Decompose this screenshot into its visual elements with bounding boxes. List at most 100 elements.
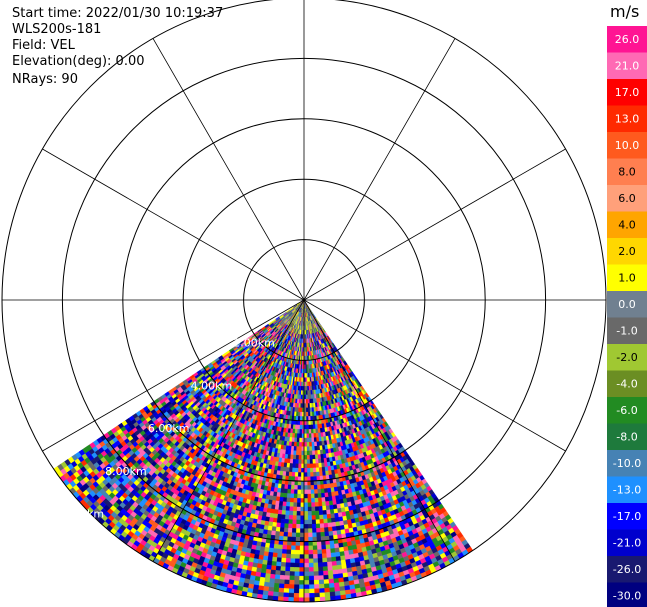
velocity-gate — [306, 480, 311, 486]
velocity-gate — [299, 515, 305, 521]
velocity-gate — [311, 519, 316, 525]
velocity-gate — [315, 514, 320, 520]
velocity-gate — [273, 587, 280, 593]
velocity-gate — [308, 545, 313, 551]
velocity-gate — [307, 532, 313, 538]
velocity-gate — [307, 485, 311, 491]
velocity-gate — [296, 437, 300, 443]
velocity-gate — [296, 515, 301, 521]
velocity-gate — [294, 558, 300, 564]
velocity-gate — [298, 450, 302, 456]
velocity-gate — [315, 463, 319, 469]
velocity-gate — [294, 575, 300, 581]
velocity-gate — [299, 554, 305, 560]
velocity-gate — [308, 446, 313, 452]
velocity-gate — [288, 510, 294, 516]
velocity-gate — [319, 484, 325, 490]
velocity-gate — [295, 545, 300, 551]
velocity-gate — [299, 519, 305, 525]
velocity-gate — [271, 560, 277, 567]
velocity-gate — [303, 498, 308, 503]
velocity-gate — [285, 501, 291, 507]
velocity-gate — [322, 561, 328, 568]
velocity-gate — [289, 566, 295, 572]
velocity-gate — [308, 584, 315, 590]
velocity-gate — [311, 454, 316, 460]
velocity-gate — [318, 583, 325, 589]
velocity-gate — [306, 476, 311, 482]
velocity-gate — [308, 420, 311, 426]
velocity-gate — [303, 528, 309, 534]
velocity-gate — [319, 592, 325, 598]
velocity-gate — [298, 584, 305, 590]
velocity-gate — [291, 528, 297, 534]
velocity-gate — [328, 587, 335, 593]
velocity-gate — [300, 459, 305, 465]
velocity-gate — [291, 476, 295, 482]
velocity-gate — [283, 523, 289, 529]
velocity-gate — [336, 529, 342, 536]
velocity-gate — [291, 471, 296, 477]
velocity-gate — [289, 493, 295, 499]
velocity-gate — [292, 459, 296, 464]
velocity-gate — [331, 526, 337, 532]
velocity-gate — [303, 524, 309, 529]
velocity-gate — [303, 562, 309, 568]
velocity-gate — [303, 541, 309, 547]
velocity-gate — [287, 523, 293, 529]
velocity-gate — [327, 522, 333, 528]
velocity-gate — [313, 579, 320, 585]
velocity-gate — [292, 519, 297, 525]
velocity-gate — [295, 446, 300, 452]
velocity-gate — [303, 511, 308, 516]
velocity-gate — [307, 502, 312, 508]
velocity-gate — [299, 524, 305, 529]
velocity-gate — [272, 552, 278, 558]
velocity-gate — [290, 553, 296, 559]
velocity-gate — [293, 580, 300, 585]
velocity-gate — [273, 543, 279, 550]
velocity-gate — [333, 582, 340, 588]
velocity-gate — [299, 541, 305, 547]
velocity-gate — [284, 575, 290, 581]
velocity-gate — [315, 467, 320, 473]
velocity-gate — [333, 586, 340, 592]
velocity-gate — [294, 472, 299, 477]
velocity-gate — [315, 532, 321, 538]
velocity-gate — [279, 527, 285, 533]
velocity-gate — [317, 566, 324, 572]
velocity-gate — [303, 493, 308, 499]
velocity-gate — [278, 587, 285, 593]
velocity-gate — [321, 497, 326, 503]
velocity-gate — [331, 521, 337, 528]
velocity-gate — [296, 441, 300, 447]
velocity-gate — [298, 588, 305, 594]
velocity-gate — [290, 489, 295, 495]
velocity-gate — [296, 506, 301, 512]
velocity-gate — [313, 493, 319, 499]
velocity-gate — [280, 561, 286, 568]
velocity-gate — [311, 528, 317, 534]
velocity-gate — [308, 558, 314, 564]
velocity-gate — [286, 549, 292, 555]
velocity-gate — [292, 515, 297, 521]
velocity-gate — [321, 553, 327, 559]
velocity-gate — [264, 573, 271, 579]
velocity-gate — [317, 558, 323, 564]
velocity-gate — [332, 569, 338, 575]
velocity-gate — [330, 552, 336, 558]
velocity-gate — [311, 441, 315, 447]
velocity-gate — [303, 571, 310, 577]
velocity-gate — [317, 501, 323, 507]
velocity-gate — [308, 429, 312, 434]
velocity-gate — [283, 527, 289, 533]
velocity-gate — [269, 573, 276, 580]
velocity-gate — [318, 514, 324, 520]
velocity-gate — [321, 549, 327, 555]
velocity-gate — [306, 446, 310, 452]
velocity-gate — [284, 570, 290, 576]
velocity-gate — [280, 518, 286, 524]
velocity-gate — [303, 506, 308, 512]
velocity-gate — [280, 557, 287, 563]
velocity-gate — [305, 407, 309, 413]
